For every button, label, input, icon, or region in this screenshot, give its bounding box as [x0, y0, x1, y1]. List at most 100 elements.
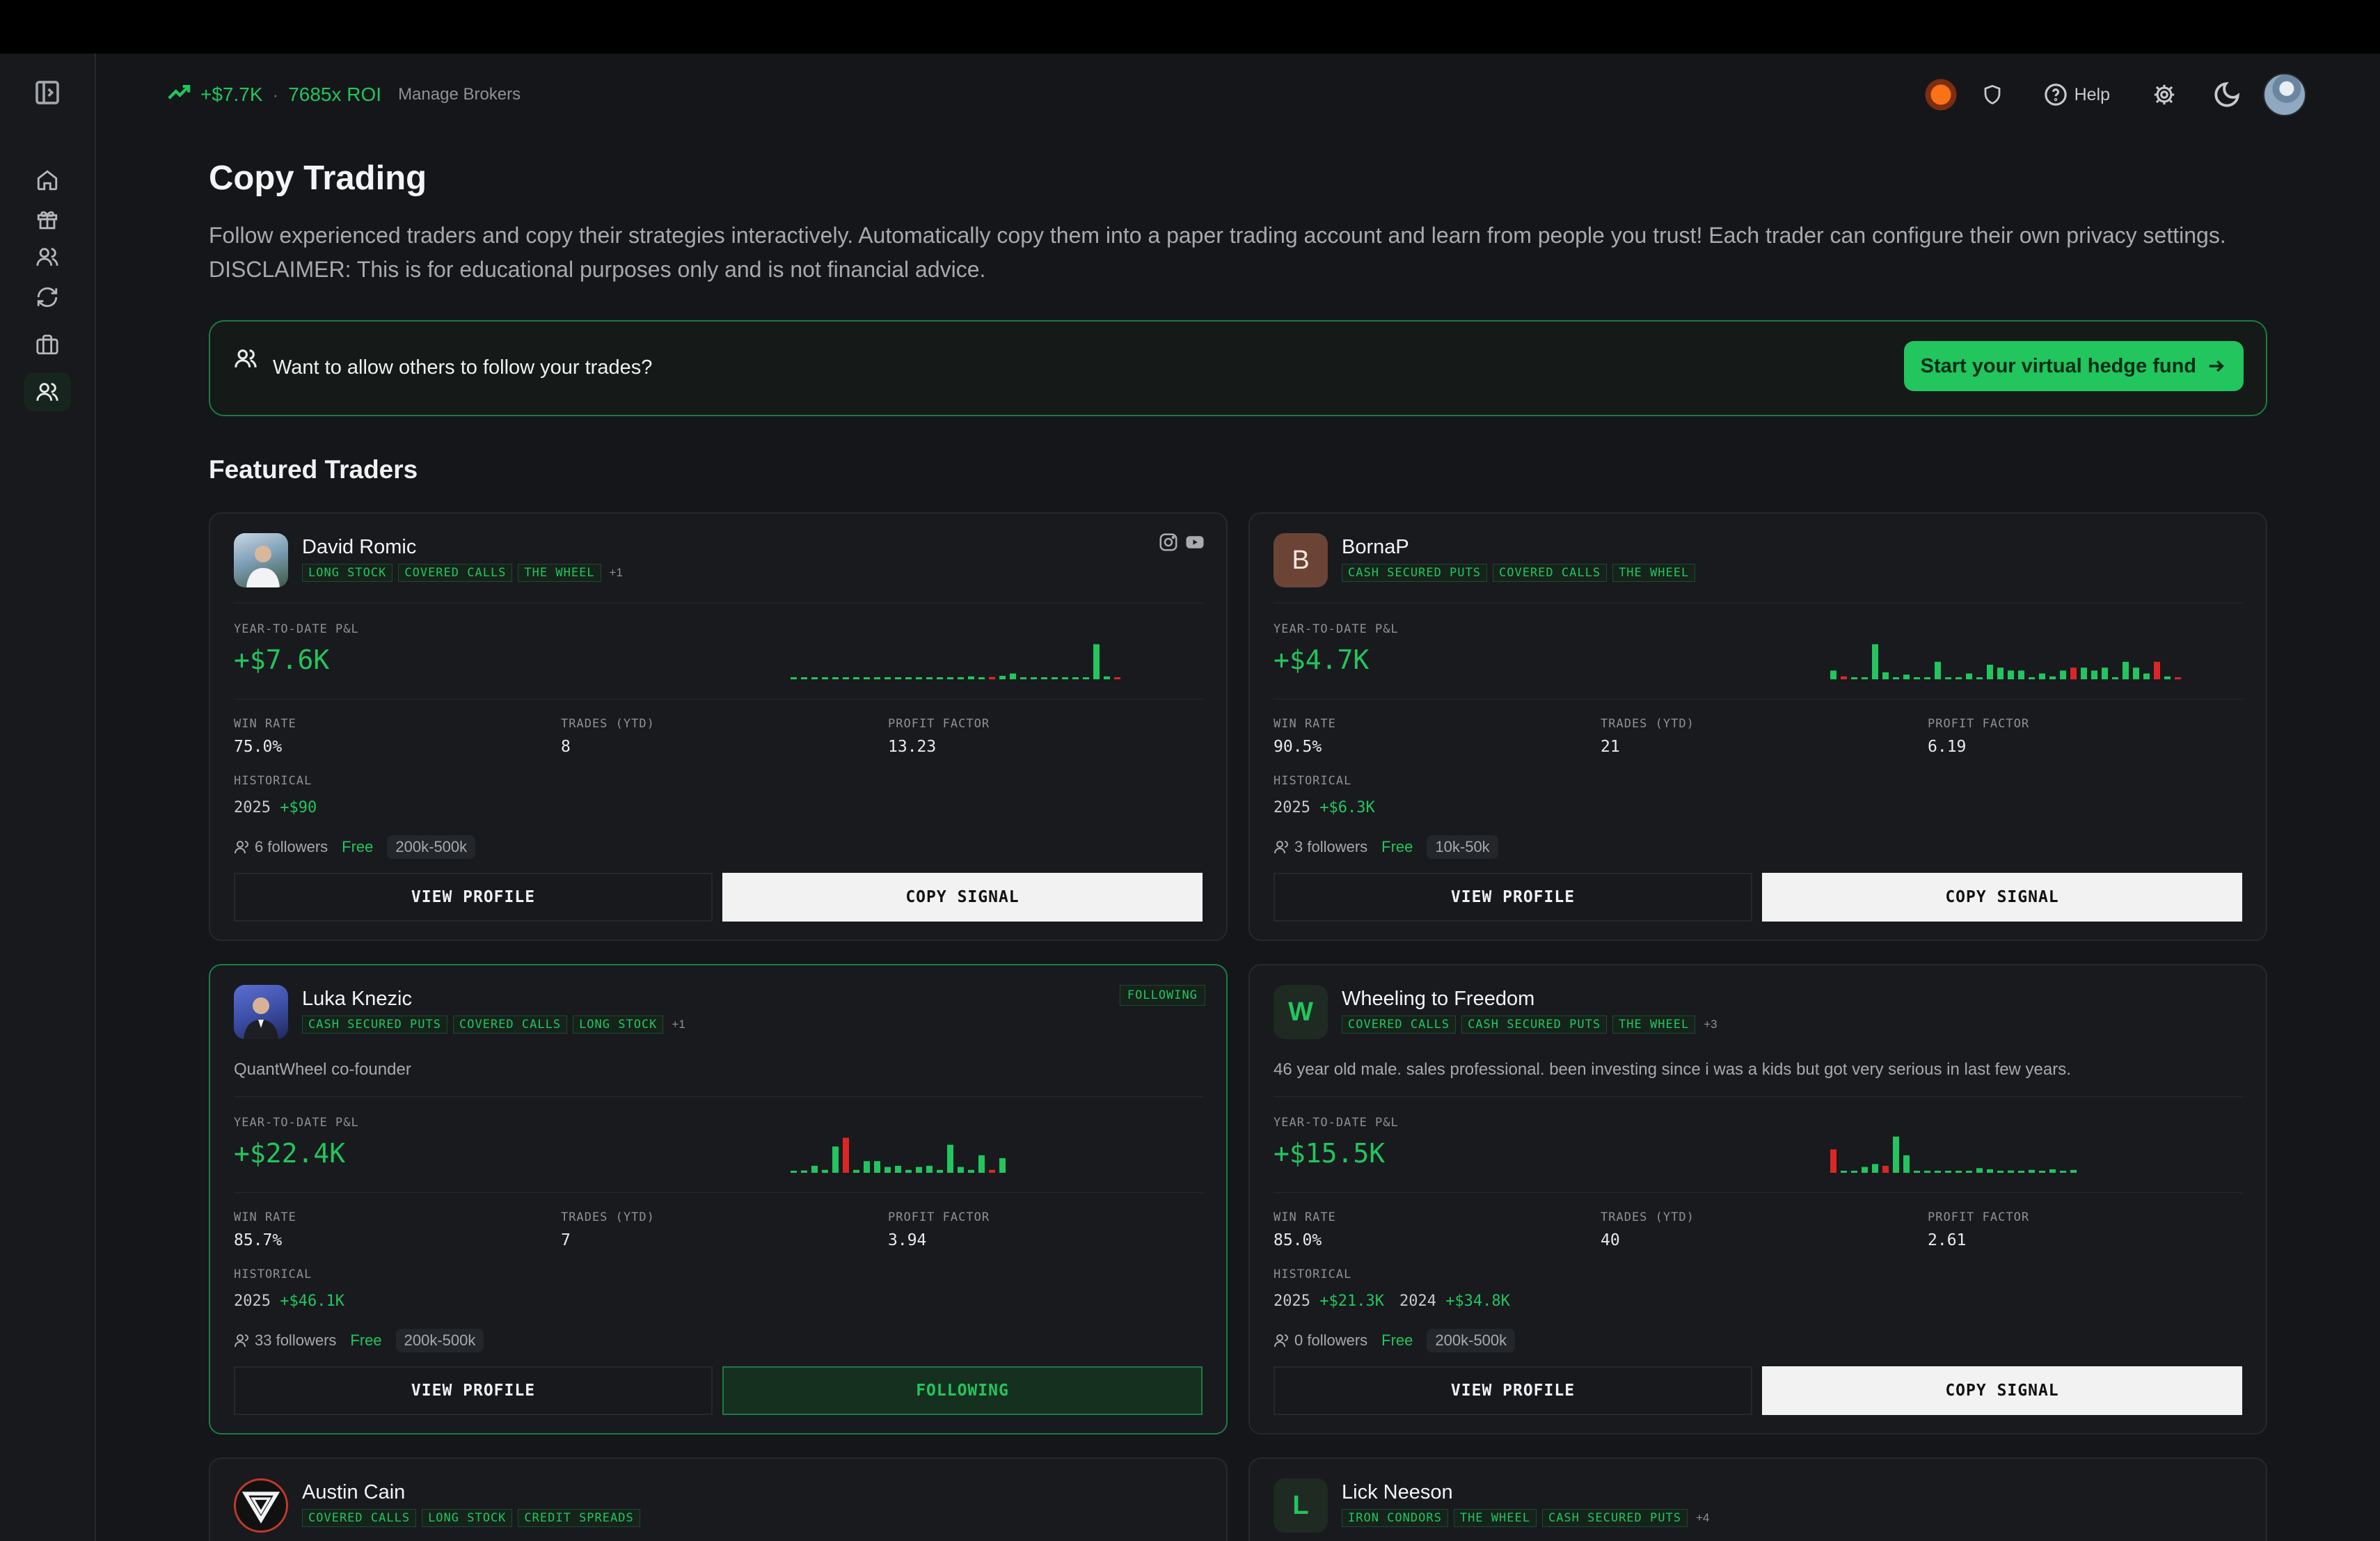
pnl-bar — [916, 677, 922, 679]
trader-avatar[interactable] — [234, 985, 288, 1039]
historical-entry: 2025 +$6.3K — [1274, 799, 1375, 816]
pnl-bar — [1830, 1149, 1836, 1173]
view-profile-button[interactable]: VIEW PROFILE — [234, 873, 713, 922]
trader-name[interactable]: David Romic — [302, 536, 417, 558]
copy-signal-button[interactable]: COPY SIGNAL — [1762, 873, 2242, 922]
trader-name[interactable]: BornaP — [1342, 536, 1409, 558]
pnl-bar — [1997, 667, 2004, 679]
pnl-bar — [1935, 1171, 1941, 1173]
pnl-bar — [1872, 644, 1878, 679]
pnl-bar — [864, 1161, 870, 1173]
trader-avatar[interactable]: L — [1274, 1478, 1328, 1533]
trader-name[interactable]: Luka Knezic — [302, 988, 412, 1010]
pnl-bar — [2102, 667, 2108, 679]
youtube-icon[interactable] — [1184, 532, 1205, 553]
pnl-bar — [801, 677, 807, 679]
view-profile-button[interactable]: VIEW PROFILE — [1274, 1366, 1752, 1415]
profit-factor-value: 6.19 — [1928, 738, 1967, 756]
user-avatar[interactable] — [2263, 73, 2306, 116]
trader-meta: 6 followers Free 200k-500k — [234, 835, 476, 859]
trader-name[interactable]: Lick Neeson — [1342, 1481, 1453, 1503]
trader-card: B BornaP CASH SECURED PUTS COVERED CALLS… — [1248, 512, 2267, 941]
pnl-bar — [895, 1165, 901, 1173]
view-profile-button[interactable]: VIEW PROFILE — [1274, 873, 1752, 922]
pnl-bar — [1966, 673, 1972, 679]
following-badge: FOLLOWING — [1119, 985, 1205, 1006]
sidebar-item-rewards[interactable] — [24, 200, 71, 239]
win-rate-label: WIN RATE — [1274, 717, 1336, 731]
pnl-bar — [1882, 672, 1889, 679]
pnl-bar — [2123, 661, 2129, 679]
ytd-label: YEAR-TO-DATE P&L — [1274, 622, 1399, 636]
pnl-bar — [1862, 1167, 1868, 1173]
sidebar-toggle-icon[interactable] — [33, 79, 61, 106]
sidebar-item-portfolio[interactable] — [24, 325, 71, 364]
strategy-tag: IRON CONDORS — [1342, 1509, 1448, 1527]
pnl-bar — [1041, 677, 1047, 679]
pnl-bar — [791, 1171, 797, 1173]
sidebar-item-users[interactable] — [24, 237, 71, 276]
profit-factor-label: PROFIT FACTOR — [1928, 717, 2030, 731]
price-label: Free — [342, 838, 374, 855]
instagram-icon[interactable] — [1158, 532, 1179, 553]
pnl-sparkline — [791, 1137, 1006, 1173]
pnl-bar — [1945, 677, 1951, 679]
divider — [1274, 1096, 2242, 1097]
moon-icon[interactable] — [2209, 77, 2245, 113]
win-rate-label: WIN RATE — [234, 1210, 296, 1224]
header-pnl-summary: +$7.7K · 7685x ROI Manage Brokers — [167, 79, 521, 111]
pnl-bar — [1976, 677, 1983, 679]
following-button[interactable]: FOLLOWING — [722, 1366, 1203, 1415]
profit-factor-label: PROFIT FACTOR — [888, 717, 990, 731]
followers-count: 3 followers — [1274, 838, 1367, 856]
users-icon — [235, 1334, 248, 1348]
sidebar-item-sync[interactable] — [24, 278, 71, 317]
pnl-bar — [1862, 677, 1868, 679]
pnl-bar — [2143, 673, 2150, 679]
ytd-pnl: +$4.7K — [1274, 645, 1370, 675]
start-hedge-fund-button[interactable]: Start your virtual hedge fund — [1903, 341, 2244, 391]
pnl-bar — [853, 677, 859, 679]
connection-status-icon[interactable] — [1922, 77, 1959, 113]
gear-icon[interactable] — [2146, 77, 2182, 113]
pnl-bar — [968, 676, 974, 679]
pnl-bar — [811, 1165, 818, 1173]
pnl-bar — [832, 1146, 839, 1173]
trader-avatar[interactable] — [234, 1478, 288, 1533]
trader-name[interactable]: Austin Cain — [302, 1481, 406, 1503]
shield-icon[interactable] — [1974, 77, 2010, 113]
pnl-bar — [1987, 665, 1993, 679]
briefcase-icon — [36, 334, 58, 355]
pnl-bar — [968, 1169, 974, 1173]
pnl-bar — [905, 677, 912, 679]
pnl-bar — [2112, 677, 2118, 679]
sidebar-item-copy-trading[interactable] — [24, 372, 71, 411]
trader-avatar[interactable] — [234, 533, 288, 587]
pnl-bar — [2133, 667, 2139, 679]
pnl-bar — [1020, 677, 1026, 679]
pnl-bar — [1976, 1168, 1983, 1173]
refresh-icon — [37, 287, 58, 308]
trader-avatar[interactable]: W — [1274, 985, 1328, 1039]
users-icon — [234, 347, 257, 374]
trades-value: 8 — [561, 738, 571, 756]
view-profile-button[interactable]: VIEW PROFILE — [234, 1366, 713, 1415]
trader-avatar[interactable]: B — [1274, 533, 1328, 587]
pnl-bar — [1893, 1136, 1899, 1173]
help-button[interactable]: Help — [2044, 83, 2110, 106]
home-icon — [37, 170, 58, 191]
users-icon — [1274, 841, 1288, 854]
trader-bio: 46 year old male. sales professional. be… — [1274, 1060, 2071, 1079]
trader-card: Luka Knezic CASH SECURED PUTS COVERED CA… — [209, 964, 1228, 1435]
trader-name[interactable]: Wheeling to Freedom — [1342, 988, 1535, 1010]
sidebar-item-home[interactable] — [24, 161, 71, 200]
pnl-bar — [2008, 1170, 2014, 1173]
trades-label: TRADES (YTD) — [1601, 717, 1695, 731]
copy-signal-button[interactable]: COPY SIGNAL — [1762, 1366, 2242, 1415]
cta-button-label: Start your virtual hedge fund — [1920, 354, 2196, 377]
copy-signal-button[interactable]: COPY SIGNAL — [722, 873, 1203, 922]
gift-icon — [37, 211, 58, 230]
pnl-bar — [1031, 677, 1037, 679]
manage-brokers-link[interactable]: Manage Brokers — [398, 85, 521, 104]
account-size-badge: 200k-500k — [395, 1329, 484, 1352]
